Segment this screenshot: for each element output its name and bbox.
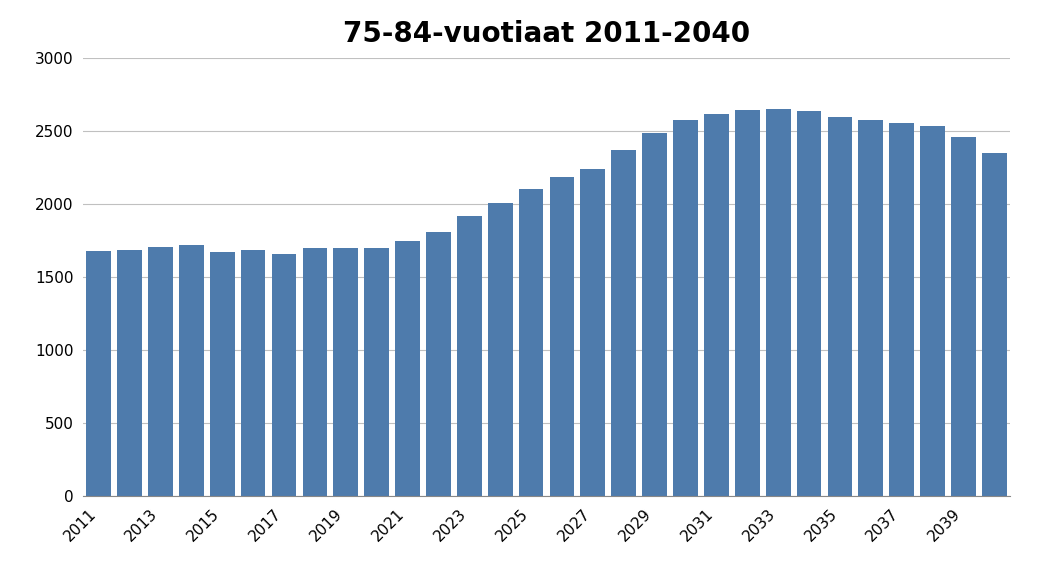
Bar: [920, 126, 945, 496]
Bar: [889, 123, 914, 496]
Bar: [240, 250, 265, 496]
Bar: [735, 110, 760, 496]
Bar: [766, 109, 790, 496]
Bar: [364, 248, 389, 496]
Bar: [859, 120, 883, 496]
Bar: [704, 114, 729, 496]
Bar: [518, 189, 543, 496]
Bar: [86, 251, 111, 496]
Bar: [148, 247, 173, 496]
Bar: [210, 252, 234, 496]
Bar: [550, 177, 575, 496]
Bar: [581, 169, 605, 496]
Bar: [396, 241, 420, 496]
Bar: [982, 154, 1007, 496]
Bar: [118, 250, 142, 496]
Bar: [611, 151, 636, 496]
Bar: [333, 248, 358, 496]
Bar: [457, 216, 482, 496]
Bar: [674, 120, 697, 496]
Bar: [303, 248, 327, 496]
Bar: [488, 203, 512, 496]
Bar: [951, 137, 975, 496]
Title: 75-84-vuotiaat 2011-2040: 75-84-vuotiaat 2011-2040: [342, 20, 751, 48]
Bar: [642, 133, 667, 496]
Bar: [828, 117, 853, 496]
Bar: [426, 232, 451, 496]
Bar: [179, 245, 204, 496]
Bar: [796, 111, 821, 496]
Bar: [272, 254, 297, 496]
